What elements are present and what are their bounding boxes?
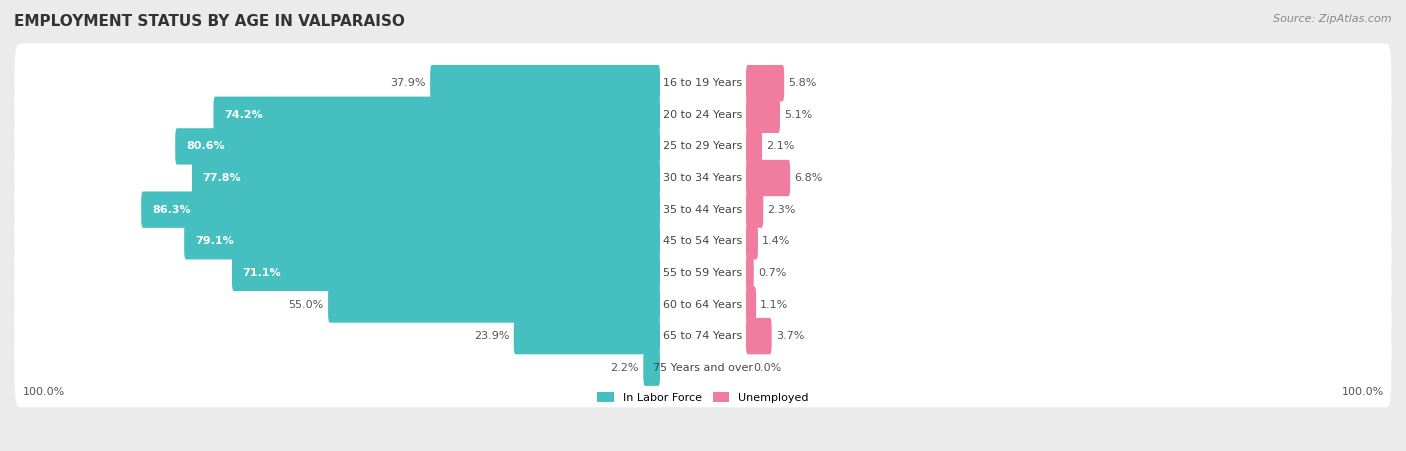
Text: 60 to 64 Years: 60 to 64 Years — [664, 299, 742, 309]
Text: 100.0%: 100.0% — [22, 387, 65, 397]
FancyBboxPatch shape — [14, 75, 1392, 154]
Text: 77.8%: 77.8% — [202, 173, 242, 183]
Text: 2.1%: 2.1% — [766, 142, 794, 152]
FancyBboxPatch shape — [747, 97, 780, 133]
Text: 2.2%: 2.2% — [610, 363, 640, 373]
Text: 55.0%: 55.0% — [288, 299, 323, 309]
Text: 100.0%: 100.0% — [1341, 387, 1384, 397]
Text: 75 Years and over: 75 Years and over — [652, 363, 754, 373]
FancyBboxPatch shape — [513, 318, 659, 354]
FancyBboxPatch shape — [232, 255, 659, 291]
Text: 80.6%: 80.6% — [186, 142, 225, 152]
FancyBboxPatch shape — [184, 223, 659, 259]
FancyBboxPatch shape — [747, 286, 756, 322]
Text: 86.3%: 86.3% — [152, 205, 191, 215]
FancyBboxPatch shape — [644, 350, 659, 386]
FancyBboxPatch shape — [14, 265, 1392, 344]
Text: 6.8%: 6.8% — [794, 173, 823, 183]
FancyBboxPatch shape — [141, 192, 659, 228]
FancyBboxPatch shape — [747, 255, 754, 291]
FancyBboxPatch shape — [14, 170, 1392, 249]
Text: 5.8%: 5.8% — [789, 78, 817, 88]
Text: 71.1%: 71.1% — [243, 268, 281, 278]
Text: 37.9%: 37.9% — [391, 78, 426, 88]
FancyBboxPatch shape — [14, 328, 1392, 407]
Text: 23.9%: 23.9% — [474, 331, 509, 341]
FancyBboxPatch shape — [747, 223, 758, 259]
FancyBboxPatch shape — [14, 107, 1392, 186]
Text: 79.1%: 79.1% — [195, 236, 233, 246]
Text: 65 to 74 Years: 65 to 74 Years — [664, 331, 742, 341]
FancyBboxPatch shape — [14, 138, 1392, 217]
Text: 74.2%: 74.2% — [224, 110, 263, 120]
Text: 35 to 44 Years: 35 to 44 Years — [664, 205, 742, 215]
Text: 25 to 29 Years: 25 to 29 Years — [664, 142, 742, 152]
Text: 55 to 59 Years: 55 to 59 Years — [664, 268, 742, 278]
Text: 3.7%: 3.7% — [776, 331, 804, 341]
FancyBboxPatch shape — [430, 65, 659, 101]
Text: 30 to 34 Years: 30 to 34 Years — [664, 173, 742, 183]
Text: 20 to 24 Years: 20 to 24 Years — [664, 110, 742, 120]
Text: Source: ZipAtlas.com: Source: ZipAtlas.com — [1274, 14, 1392, 23]
FancyBboxPatch shape — [176, 128, 659, 165]
FancyBboxPatch shape — [193, 160, 659, 196]
FancyBboxPatch shape — [747, 65, 785, 101]
Text: 5.1%: 5.1% — [785, 110, 813, 120]
Legend: In Labor Force, Unemployed: In Labor Force, Unemployed — [593, 387, 813, 407]
FancyBboxPatch shape — [14, 297, 1392, 376]
Text: 45 to 54 Years: 45 to 54 Years — [664, 236, 742, 246]
Text: 1.1%: 1.1% — [761, 299, 789, 309]
FancyBboxPatch shape — [14, 44, 1392, 123]
Text: 16 to 19 Years: 16 to 19 Years — [664, 78, 742, 88]
Text: EMPLOYMENT STATUS BY AGE IN VALPARAISO: EMPLOYMENT STATUS BY AGE IN VALPARAISO — [14, 14, 405, 28]
FancyBboxPatch shape — [747, 128, 762, 165]
Text: 1.4%: 1.4% — [762, 236, 790, 246]
FancyBboxPatch shape — [747, 160, 790, 196]
Text: 0.7%: 0.7% — [758, 268, 786, 278]
Text: 0.0%: 0.0% — [754, 363, 782, 373]
FancyBboxPatch shape — [747, 318, 772, 354]
Text: 2.3%: 2.3% — [768, 205, 796, 215]
FancyBboxPatch shape — [14, 233, 1392, 313]
FancyBboxPatch shape — [14, 202, 1392, 281]
FancyBboxPatch shape — [747, 192, 763, 228]
FancyBboxPatch shape — [328, 286, 659, 322]
FancyBboxPatch shape — [214, 97, 659, 133]
